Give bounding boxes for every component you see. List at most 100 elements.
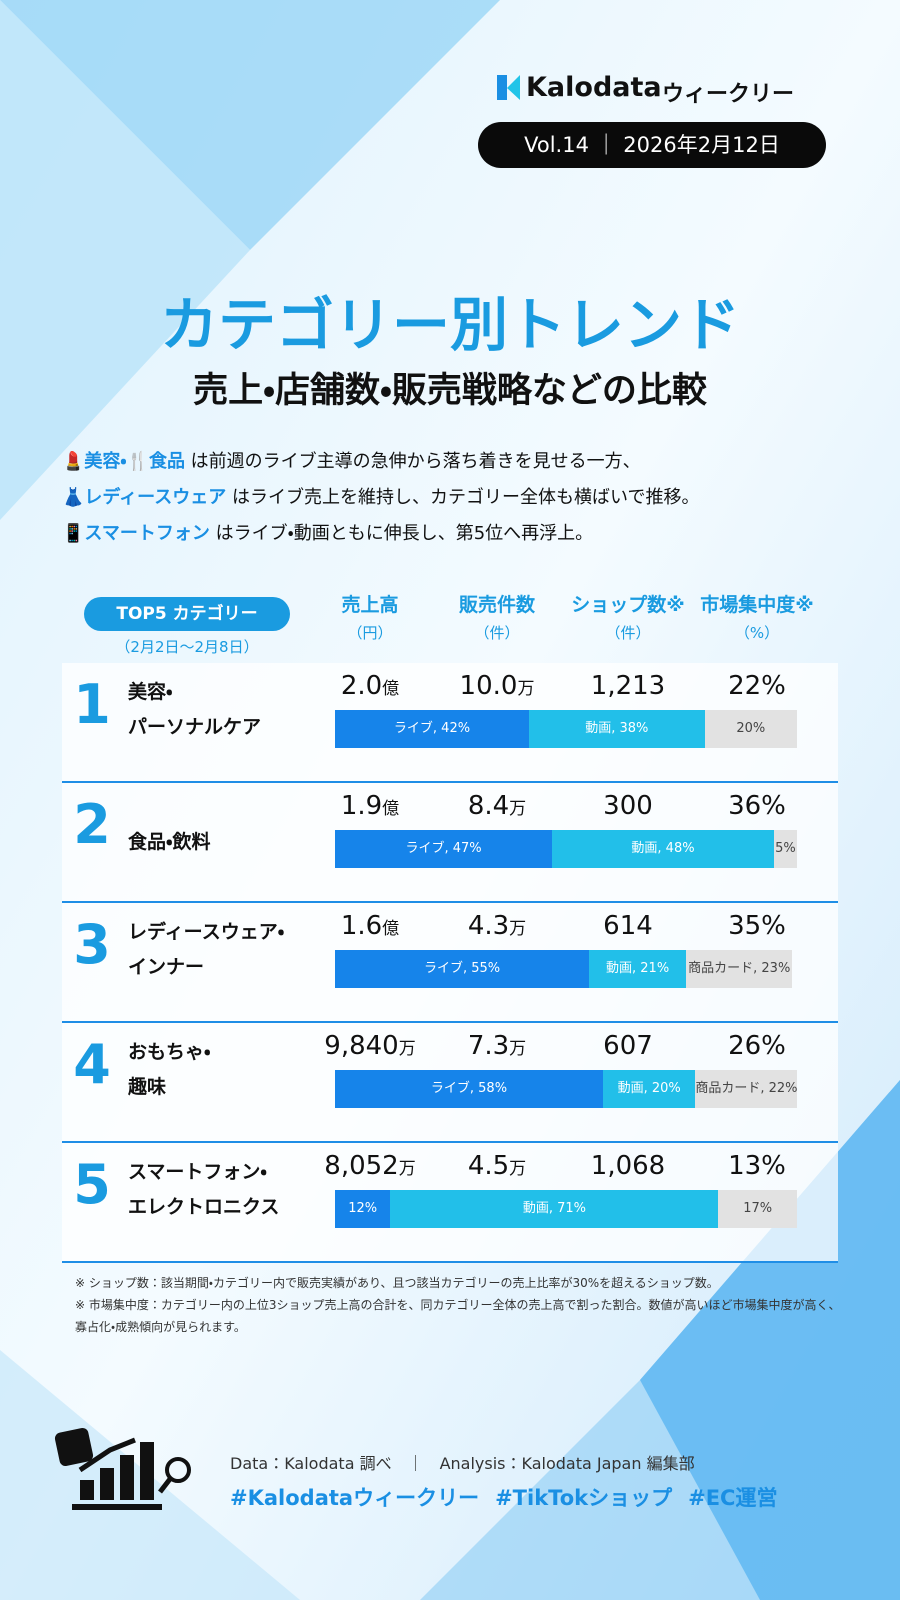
value-cell: 4.3万	[407, 911, 587, 941]
bar-segment: 17%	[718, 1190, 797, 1228]
rank: 3	[73, 913, 111, 976]
stacked-bar: 12% 動画, 71% 17%	[335, 1190, 797, 1228]
bar-segment: 動画, 38%	[529, 710, 705, 748]
category-name: エレクトロニクス	[128, 1196, 280, 1218]
stacked-bar: ライブ, 42% 動画, 38% 20%	[335, 710, 797, 748]
note: ※ ショップ数：該当期間・カテゴリー内で販売実績があり、且つ該当カテゴリーの売上…	[75, 1276, 719, 1290]
bar-segment: 動画, 20%	[602, 1070, 696, 1108]
value-cell: 35%	[667, 911, 847, 941]
rank: 4	[73, 1033, 111, 1096]
logo-mark	[507, 75, 520, 100]
intro-line: 👗レディースウェア はライブ売上を維持し、カテゴリー全体も横ばいで推移。	[62, 483, 699, 509]
bar-segment: 動画, 71%	[390, 1190, 719, 1228]
value-number: 8,052	[324, 1151, 399, 1181]
bar-segment: 20%	[704, 710, 797, 748]
intro-highlight: 📱スマートフォン	[62, 523, 210, 544]
column-name: ショップ数※	[571, 594, 685, 616]
bar-segment: 商品カード, 22%	[695, 1070, 797, 1108]
value-cell: 607	[538, 1031, 718, 1061]
bar-segment: 商品カード, 23%	[686, 950, 793, 988]
value-cell: 1.9億	[280, 791, 460, 821]
value-number: 8.4	[467, 791, 510, 821]
value-unit: 万	[398, 1159, 416, 1179]
stacked-bar: ライブ, 58% 動画, 20% 商品カード, 22%	[335, 1070, 797, 1108]
intro-text: はライブ売上を維持し、カテゴリー全体も横ばいで推移。	[226, 487, 700, 508]
intro-line: 📱スマートフォン はライブ・動画ともに伸長し、第5位へ再浮上。	[62, 519, 593, 545]
credit: Data：Kalodata 調べ ｜ Analysis：Kalodata Jap…	[230, 1454, 695, 1473]
hashtag: #TikTokショップ	[495, 1486, 673, 1510]
value-cell: 36%	[667, 791, 847, 821]
rank: 2	[73, 793, 111, 856]
issue-pill: Vol.14 ｜ 2026年2月12日	[478, 122, 826, 168]
value-cell: 22%	[667, 671, 847, 701]
value-unit: 億	[382, 919, 400, 939]
value-number: 4.5	[467, 1151, 510, 1181]
category-name: レディースウェア・	[128, 921, 285, 943]
value: 1,068	[590, 1151, 666, 1181]
intro-highlight: 👗レディースウェア	[62, 487, 227, 508]
value-number: 1.9	[340, 791, 383, 821]
value-cell: 1.6億	[280, 911, 460, 941]
value-unit: 万	[509, 919, 527, 939]
value-unit: 億	[382, 679, 400, 699]
value: 607	[603, 1031, 653, 1061]
value-cell: 13%	[667, 1151, 847, 1181]
value-cell: 4.5万	[407, 1151, 587, 1181]
column-unit: （%）	[734, 624, 780, 642]
column-name: 売上高	[341, 594, 399, 616]
rank: 5	[73, 1153, 111, 1216]
category-name: 趣味	[128, 1076, 167, 1098]
brand-suffix: ウィークリー	[662, 82, 795, 107]
hashtag: #EC運営	[688, 1486, 778, 1510]
title: カテゴリー別トレンド	[159, 291, 740, 359]
bar-segment: ライブ, 55%	[335, 950, 590, 988]
value-cell: 2.0億	[280, 671, 460, 701]
table-label: TOP5 カテゴリー	[84, 597, 290, 631]
value-cell: 8.4万	[407, 791, 587, 821]
value-number: 7.3	[467, 1031, 510, 1061]
note: 寡占化・成熟傾向が見られます。	[75, 1320, 246, 1334]
value-cell: 7.3万	[407, 1031, 587, 1061]
category-name: 美容・	[128, 681, 173, 703]
brand: Kalodata	[526, 72, 662, 103]
logo-mark	[497, 75, 507, 100]
value-unit: 万	[509, 1159, 527, 1179]
value: 35%	[728, 911, 786, 941]
value-number: 2.0	[340, 671, 383, 701]
column-name: 販売件数	[458, 594, 535, 616]
value: 614	[603, 911, 653, 941]
value-cell: 300	[538, 791, 718, 821]
rank: 1	[73, 673, 111, 736]
value: 22%	[728, 671, 786, 701]
subtitle: 売上・店舗数・販売戦略などの比較	[193, 371, 707, 411]
column-unit: （円）	[347, 624, 393, 642]
value-cell: 614	[538, 911, 718, 941]
bar-segment: ライブ, 47%	[335, 830, 553, 868]
hashtag: #Kalodataウィークリー	[230, 1486, 480, 1510]
value-cell: 8,052万	[280, 1151, 460, 1181]
note: ※ 市場集中度：カテゴリー内の上位3ショップ売上高の合計を、同カテゴリー全体の売…	[75, 1298, 841, 1312]
value-cell: 9,840万	[280, 1031, 460, 1061]
column-unit: （件）	[605, 624, 651, 642]
value-number: 1.6	[340, 911, 383, 941]
value-cell: 10.0万	[407, 671, 587, 701]
category-name: 食品・飲料	[128, 831, 211, 853]
value-unit: 万	[509, 799, 527, 819]
value: 1,213	[590, 671, 666, 701]
value-unit: 万	[517, 679, 535, 699]
bg-shape	[0, 0, 250, 520]
category-name: インナー	[128, 956, 205, 978]
bar-segment: 動画, 48%	[552, 830, 774, 868]
period: （2月2日～2月8日）	[115, 638, 259, 656]
bar-segment: 動画, 21%	[589, 950, 687, 988]
bar-segment: ライブ, 58%	[335, 1070, 603, 1108]
column-unit: （件）	[474, 624, 520, 642]
value-number: 4.3	[467, 911, 510, 941]
value-cell: 1,068	[538, 1151, 718, 1181]
column-name: 市場集中度※	[700, 594, 814, 616]
bar-segment: 5%	[773, 830, 797, 868]
intro-highlight: 💄美容・🍴食品	[62, 451, 185, 472]
value-unit: 万	[509, 1039, 527, 1059]
